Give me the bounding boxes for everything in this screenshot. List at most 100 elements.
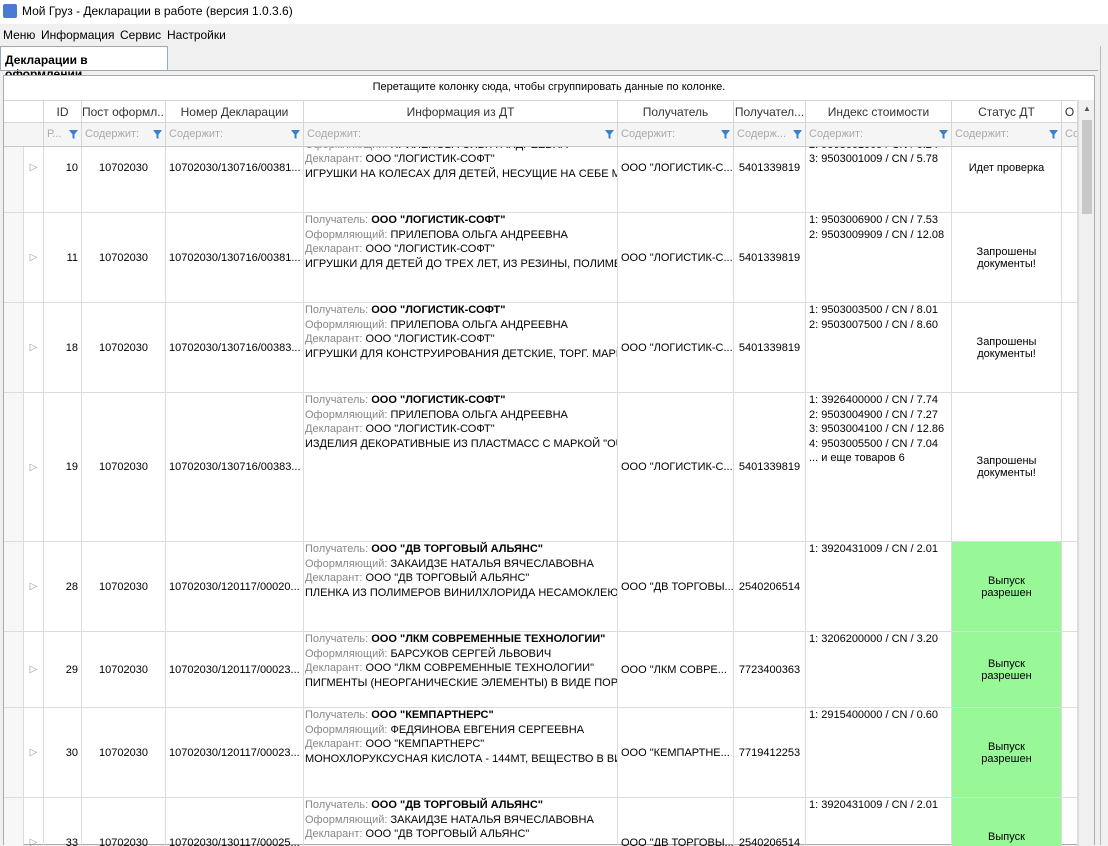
filter-icon[interactable] (605, 130, 614, 139)
index-line: 2: 9503009909 / CN / 12.08 (809, 228, 951, 243)
expand-button[interactable]: ▷ (24, 393, 44, 541)
recipient-cell-text: ООО "ЛКМ СОВРЕ... (621, 664, 727, 676)
post-cell: 10702030 (82, 708, 166, 797)
menu-item[interactable]: Информация (41, 28, 114, 42)
scroll-up[interactable]: ▲ (1083, 104, 1091, 113)
column-header[interactable]: Получатель (618, 101, 734, 124)
inn-cell: 5401339819 (734, 303, 806, 392)
info-value: ООО "ДВ ТОРГОВЫЙ АЛЬЯНС" (366, 572, 530, 584)
info-line: ИГРУШКИ ДЛЯ КОНСТРУИРОВАНИЯ ДЕТСКИЕ, ТОР… (305, 347, 617, 362)
column-header[interactable]: Номер Декларации (166, 101, 304, 124)
column-header[interactable]: Статус ДТ (952, 101, 1062, 124)
column-filter[interactable]: Р... (44, 123, 82, 146)
expand-button[interactable]: ▷ (24, 798, 44, 846)
column-filter[interactable]: Содержит: (166, 123, 304, 146)
post-cell-text: 10702030 (99, 664, 148, 676)
info-line: Получатель: ООО "ДВ ТОРГОВЫЙ АЛЬЯНС" (305, 798, 617, 813)
post-cell: 10702030 (82, 147, 166, 212)
info-line: МОНОХЛОРУКСУСНАЯ КИСЛОТА - 144МТ, ВЕЩЕСТ… (305, 752, 617, 767)
menu-item[interactable]: Настройки (167, 28, 226, 42)
column-header[interactable]: Получател... (734, 101, 806, 124)
info-value: ИГРУШКИ ДЛЯ ДЕТЕЙ ДО ТРЕХ ЛЕТ, ИЗ РЕЗИНЫ… (305, 258, 618, 270)
expand-button[interactable]: ▷ (24, 542, 44, 631)
recipient-cell-text: ООО "ЛОГИСТИК-С... (621, 342, 733, 354)
index-line: 1: 3926400000 / CN / 7.74 (809, 393, 951, 408)
info-line: Оформляющий: БАРСУКОВ СЕРГЕЙ ЛЬВОВИЧ (305, 647, 617, 662)
expand-button[interactable]: ▷ (24, 632, 44, 707)
post-cell: 10702030 (82, 393, 166, 541)
info-label: Получатель: (305, 799, 368, 811)
column-filter[interactable]: Содержит: (952, 123, 1062, 146)
info-line: Получатель: ООО "ЛКМ СОВРЕМЕННЫЕ ТЕХНОЛО… (305, 632, 617, 647)
recipient-cell: ООО "ЛОГИСТИК-С... (618, 303, 734, 392)
filter-icon[interactable] (291, 130, 300, 139)
filter-icon[interactable] (721, 130, 730, 139)
extra-cell (1062, 632, 1078, 707)
tab[interactable]: Декларации в оформлении (0, 46, 168, 71)
data-row[interactable]: ▷101070203010702030/130716/00381...Оформ… (4, 147, 1078, 213)
index-line: 1: 9503006900 / CN / 7.53 (809, 213, 951, 228)
number-cell: 10702030/130716/00383... (166, 303, 304, 392)
filter-icon[interactable] (793, 130, 802, 139)
info-value: ИЗДЕЛИЯ ДЕКОРАТИВНЫЕ ИЗ ПЛАСТМАСС С МАРК… (305, 438, 618, 450)
column-filter[interactable]: Содерж... (734, 123, 806, 146)
column-header[interactable]: ID (44, 101, 82, 124)
scrollbar[interactable]: ▲ (1078, 100, 1094, 846)
column-filter[interactable]: Со (1062, 123, 1078, 146)
info-line: Оформляющий: ПРИЛЕПОВА ОЛЬГА АНДРЕЕВНА (305, 408, 617, 423)
number-cell-text: 10702030/120117/00023... (169, 747, 300, 759)
scroll-thumb[interactable] (1082, 120, 1092, 214)
post-cell: 10702030 (82, 542, 166, 631)
extra-cell (1062, 303, 1078, 392)
filter-icon[interactable] (153, 130, 162, 139)
filter-icon[interactable] (1049, 130, 1058, 139)
id-cell: 28 (44, 542, 82, 631)
column-filter[interactable]: Содержит: (806, 123, 952, 146)
info-label: Оформляющий: (305, 147, 387, 151)
column-header[interactable]: Пост оформл... (82, 101, 166, 124)
info-value: ООО "КЕМПАРТНЕРС" (371, 709, 493, 721)
column-filter[interactable]: Содержит: (304, 123, 618, 146)
info-value: ООО "ДВ ТОРГОВЫЙ АЛЬЯНС" (371, 543, 543, 555)
info-line: ПЛЕНКА ИЗ ПОЛИМЕРОВ ВИНИЛХЛОРИДА НЕСАМОК… (305, 586, 617, 601)
info-line: Декларант: ООО "ДВ ТОРГОВЫЙ АЛЬЯНС" (305, 571, 617, 586)
recipient-cell: ООО "ЛОГИСТИК-С... (618, 393, 734, 541)
info-line: Декларант: ООО "ЛОГИСТИК-СОФТ" (305, 242, 617, 257)
column-filter[interactable]: Содержит: (618, 123, 734, 146)
info-cell: Получатель: ООО "ЛОГИСТИК-СОФТ"Оформляющ… (304, 213, 618, 302)
number-cell-text: 10702030/130716/00383... (169, 342, 301, 354)
number-cell-text: 10702030/120117/00020... (169, 581, 300, 593)
info-cell: Получатель: ООО "ДВ ТОРГОВЫЙ АЛЬЯНС"Офор… (304, 542, 618, 631)
filter-icon[interactable] (69, 130, 78, 139)
status-text: Запрошены документы! (966, 455, 1047, 479)
column-header[interactable]: О (1062, 101, 1078, 124)
menu-item[interactable]: Меню (3, 28, 35, 42)
column-header[interactable]: Индекс стоимости (806, 101, 952, 124)
status-text: Запрошены документы! (966, 246, 1047, 270)
column-header[interactable]: Информация из ДТ (304, 101, 618, 124)
post-cell: 10702030 (82, 632, 166, 707)
expand-button[interactable]: ▷ (24, 303, 44, 392)
expand-button[interactable]: ▷ (24, 213, 44, 302)
recipient-cell: ООО "КЕМПАРТНЕ... (618, 708, 734, 797)
info-value: ЗАКАИДЗЕ НАТАЛЬЯ ВЯЧЕСЛАВОВНА (391, 814, 594, 826)
grid-body: ▷101070203010702030/130716/00381...Оформ… (4, 147, 1078, 846)
expand-button[interactable]: ▷ (24, 708, 44, 797)
menu-item[interactable]: Сервис (120, 28, 161, 42)
row-indicator (4, 393, 24, 541)
info-line: Оформляющий: ФЕДЯИНОВА ЕВГЕНИЯ СЕРГЕЕВНА (305, 723, 617, 738)
recipient-cell: ООО "ДВ ТОРГОВЫ... (618, 798, 734, 846)
info-cell: Получатель: ООО "ЛОГИСТИК-СОФТ"Оформляющ… (304, 393, 618, 541)
filter-icon[interactable] (939, 130, 948, 139)
expand-button[interactable]: ▷ (24, 147, 44, 212)
number-cell: 10702030/120117/00023... (166, 708, 304, 797)
column-filter[interactable]: Содержит: (82, 123, 166, 146)
index-cell: 1: 3920431009 / CN / 2.01 (806, 542, 952, 631)
